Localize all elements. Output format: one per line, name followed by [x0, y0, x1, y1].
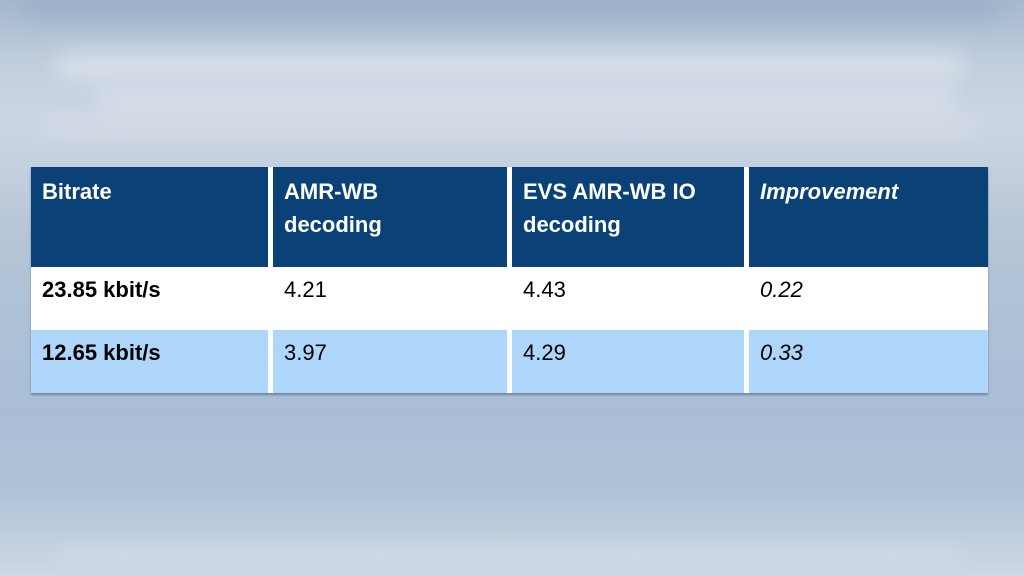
header-cell-evs-amr-wb-io-decoding: EVS AMR-WB IO decoding — [512, 167, 744, 267]
decoding-quality-table: Bitrate AMR-WB decoding EVS AMR-WB IO de… — [31, 167, 988, 393]
table-cell-improvement: 0.33 — [749, 330, 988, 393]
table-cell-evs-amr-wb-io-decoding: 4.43 — [512, 267, 744, 330]
background-blur-streak — [40, 118, 980, 136]
table-cell-amr-wb-decoding: 4.21 — [273, 267, 507, 330]
table-cell-bitrate: 12.65 kbit/s — [31, 330, 268, 393]
table-cell-improvement: 0.22 — [749, 267, 988, 330]
background-blur-streak — [20, 4, 1000, 16]
background-blur-streak — [60, 548, 960, 562]
background-blur-streak — [55, 52, 965, 78]
header-cell-bitrate: Bitrate — [31, 167, 268, 267]
header-cell-amr-wb-decoding: AMR-WB decoding — [273, 167, 507, 267]
table-cell-evs-amr-wb-io-decoding: 4.29 — [512, 330, 744, 393]
background-blur-streak — [95, 88, 955, 110]
table-cell-amr-wb-decoding: 3.97 — [273, 330, 507, 393]
header-cell-improvement: Improvement — [749, 167, 988, 267]
table-cell-bitrate: 23.85 kbit/s — [31, 267, 268, 330]
